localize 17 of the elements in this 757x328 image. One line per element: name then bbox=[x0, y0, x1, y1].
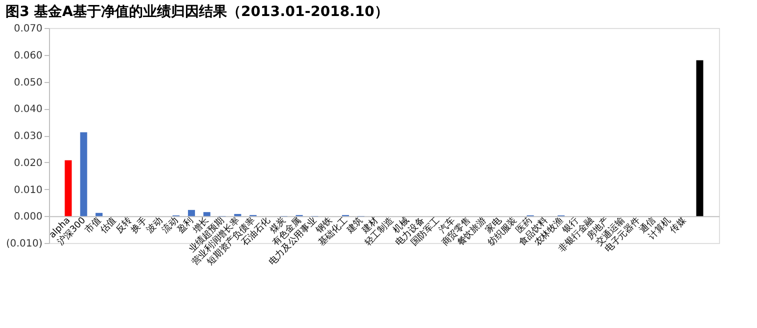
y-tick-label: 0.000 bbox=[14, 212, 42, 223]
bar bbox=[80, 132, 88, 216]
y-tick-label: (0.010) bbox=[6, 238, 43, 250]
bar bbox=[64, 160, 72, 216]
bar bbox=[696, 60, 704, 216]
y-tick-label: 0.030 bbox=[14, 131, 42, 142]
y-tick-label: 0.060 bbox=[14, 50, 42, 62]
y-tick-label: 0.010 bbox=[14, 184, 42, 196]
bar bbox=[188, 210, 195, 216]
y-tick-label: 0.040 bbox=[14, 104, 42, 116]
chart-title: 图3 基金A基于净值的业绩归因结果（2013.01-2018.10） bbox=[6, 4, 388, 20]
y-tick-label: 0.070 bbox=[14, 24, 42, 34]
bar bbox=[234, 214, 242, 216]
y-tick-label: 0.020 bbox=[14, 158, 42, 169]
y-tick-label: 0.050 bbox=[14, 77, 42, 88]
bar bbox=[203, 212, 210, 216]
bar bbox=[96, 212, 103, 216]
